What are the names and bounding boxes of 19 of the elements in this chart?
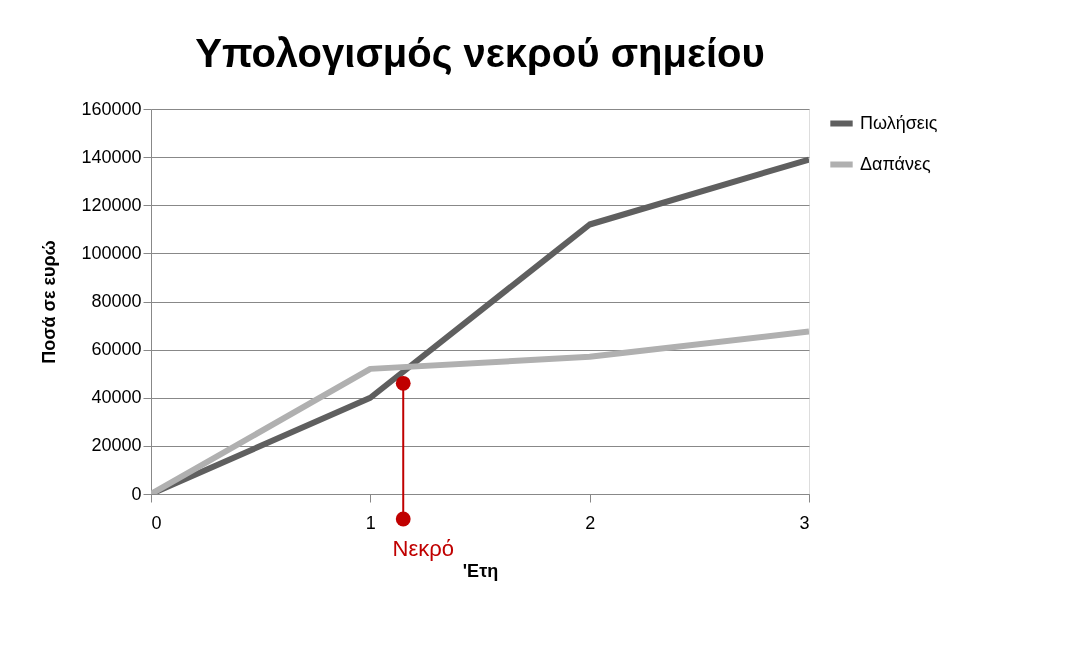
y-tick-label: 60000 (91, 339, 142, 360)
y-tick-label: 160000 (81, 98, 142, 119)
x-tick-label: 3 (799, 512, 810, 533)
x-tick-label: 0 (151, 512, 162, 533)
y-tick-label: 80000 (91, 291, 142, 311)
y-tick-label: 40000 (91, 387, 142, 408)
x-tick-label: 2 (585, 512, 596, 533)
x-axis-title: 'Ετη (462, 560, 499, 581)
y-tick-label: 0 (131, 483, 142, 504)
y-tick-label: 20000 (91, 435, 142, 456)
y-tick-label: 120000 (81, 194, 142, 215)
y-tick-label: 100000 (81, 242, 142, 263)
y-axis-title: Ποσά σε ευρώ (39, 240, 60, 364)
chart-title: Υπολογισμός νεκρού σημείου (195, 31, 765, 76)
legend-label: Πωλήσεις (860, 112, 938, 133)
x-tick-label: 1 (365, 512, 376, 533)
legend-label: Δαπάνες (860, 153, 932, 174)
y-tick-label: 140000 (81, 146, 142, 167)
text: Νεκρό (392, 536, 454, 561)
